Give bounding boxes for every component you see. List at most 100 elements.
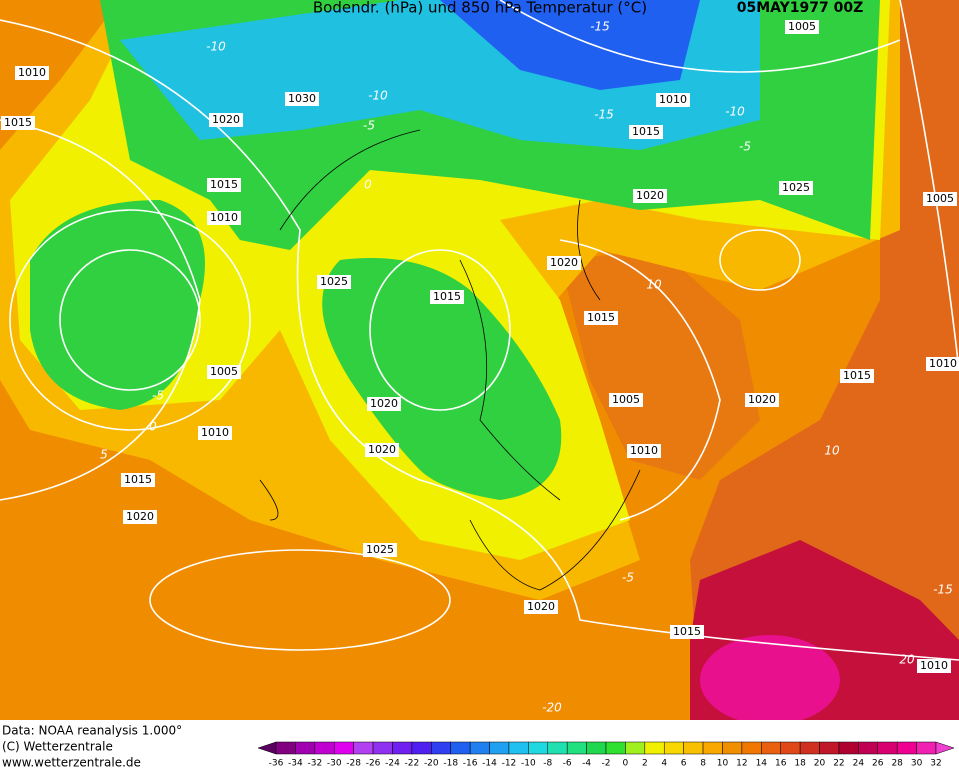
isobar-label-box: [207, 211, 241, 225]
isobar-label: 1030: [288, 92, 316, 105]
temperature-label: 0: [364, 178, 372, 192]
scale-arrow: [935, 741, 955, 755]
temperature-label: -5: [622, 571, 634, 585]
temperature-label: 20: [899, 653, 915, 667]
isobar-label: 1010: [201, 426, 229, 439]
isobar-label-box: [785, 20, 819, 34]
isobar-label: 1020: [527, 600, 555, 613]
scale-box: [489, 741, 510, 755]
isobar-label: 1010: [18, 66, 46, 79]
scale-box: [780, 741, 801, 755]
isobar-label-box: [779, 181, 813, 195]
isobar-label: 1020: [368, 443, 396, 456]
scale-box: [741, 741, 762, 755]
temperature-label: 5: [100, 448, 108, 462]
scale-box: [295, 741, 316, 755]
scale-box: [586, 741, 607, 755]
scale-box: [372, 741, 393, 755]
temperature-label: -15: [933, 583, 953, 597]
isobar-label-box: [317, 275, 351, 289]
scale-box: [838, 741, 859, 755]
scale-label: 32: [930, 759, 941, 769]
isobar-label-box: [367, 397, 401, 411]
cold-region: [30, 200, 205, 410]
coastlines: [259, 129, 641, 591]
isobar-label-box: [609, 393, 643, 407]
scale-box: [528, 741, 549, 755]
scale-box: [333, 741, 354, 755]
isobar-label: 1005: [926, 192, 954, 205]
scale-label: -32: [307, 759, 322, 769]
scale-box: [566, 741, 587, 755]
map-title: Bodendr. (hPa) und 850 hPa Temperatur (°…: [313, 0, 647, 17]
temperature-label: -10: [725, 105, 745, 119]
isobar-label-box: [1, 116, 35, 130]
isobar-label-box: [209, 113, 243, 127]
map: [0, 0, 959, 725]
temperature-label: -20: [542, 701, 562, 715]
isobar-label-box: [123, 510, 157, 524]
scale-label: -34: [288, 759, 303, 769]
scale-label: 0: [623, 759, 629, 769]
scale-label: 24: [853, 759, 865, 769]
scale-label: -12: [502, 759, 517, 769]
isobar-label-box: [917, 659, 951, 673]
isobar-label-box: [923, 192, 957, 206]
scale-label: 8: [700, 759, 706, 769]
scale-box: [702, 741, 723, 755]
scale-box: [663, 741, 684, 755]
temperature-label: -5: [152, 389, 164, 403]
isobar-label: 1015: [433, 290, 461, 303]
isobar-label: 1020: [126, 510, 154, 523]
scale-box: [547, 741, 568, 755]
isobar-label-box: [15, 66, 49, 80]
isobar-label: 1015: [587, 311, 615, 324]
isobar-label-box: [363, 543, 397, 557]
isobar-label: 1020: [370, 397, 398, 410]
scale-box: [858, 741, 879, 755]
scale-label: 12: [736, 759, 747, 769]
isobar-label: 1025: [320, 275, 348, 288]
temperature-label: -15: [594, 108, 614, 122]
scale-label: 30: [911, 759, 923, 769]
isobar-label: 1015: [4, 116, 32, 129]
scale-label: 20: [814, 759, 826, 769]
scale-label: -26: [366, 759, 381, 769]
isobar-label-box: [584, 311, 618, 325]
scale-label: -36: [269, 759, 284, 769]
scale-box: [644, 741, 665, 755]
scale-label: 18: [794, 759, 806, 769]
scale-label: 14: [756, 759, 768, 769]
scale-label: -14: [482, 759, 497, 769]
hot-core: [700, 635, 840, 725]
scale-box: [722, 741, 743, 755]
temperature-label: -15: [590, 20, 610, 34]
isobar-label: 1015: [673, 625, 701, 638]
scale-label: -2: [602, 759, 611, 769]
scale-label: -22: [405, 759, 420, 769]
isobar-label-box: [198, 426, 232, 440]
isobar-label-box: [121, 473, 155, 487]
isobar-label-box: [633, 189, 667, 203]
coldest-region: [440, 0, 700, 90]
isobar-label: 1025: [366, 543, 394, 556]
scale-box: [877, 741, 898, 755]
temperature-label: 10: [824, 444, 840, 458]
scale-label: 26: [872, 759, 884, 769]
scale-label: 4: [661, 759, 667, 769]
scale-box: [431, 741, 451, 755]
isobar-label: 1005: [612, 393, 640, 406]
scale-box: [625, 741, 646, 755]
scale-box: [819, 741, 840, 755]
isobar-label: 1015: [124, 473, 152, 486]
isobar-label: 1010: [630, 444, 658, 457]
temperature-label: -5: [363, 119, 375, 133]
scale-box: [411, 741, 432, 755]
scale-box: [314, 741, 335, 755]
isobar-label-box: [430, 290, 464, 304]
scale-label: -8: [543, 759, 552, 769]
isobar-label-box: [745, 393, 779, 407]
footer-copyright: (C) Wetterzentrale: [2, 740, 113, 754]
scale-label: 28: [891, 759, 903, 769]
